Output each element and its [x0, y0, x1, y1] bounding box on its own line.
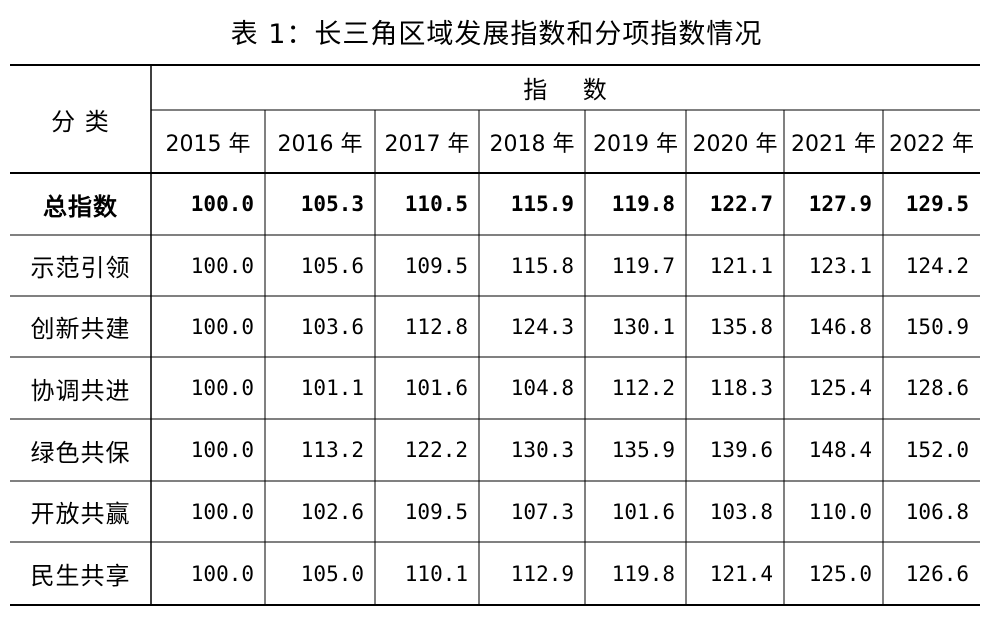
index-value-cell: 126.6 — [905, 561, 969, 586]
index-value-cell: 122.7 — [709, 192, 773, 216]
row-category-label: 开放共赢 — [30, 500, 131, 528]
index-value-cell: 122.2 — [404, 438, 468, 462]
year-header: 2015 年 — [165, 131, 251, 157]
year-header: 2019 年 — [593, 131, 678, 157]
index-value-cell: 139.6 — [709, 438, 773, 462]
row-category-label: 协调共进 — [30, 376, 131, 405]
table-title: 表 1：长三角区域发展指数和分项指数情况 — [230, 19, 763, 50]
index-value-cell: 110.1 — [404, 561, 468, 586]
index-value-cell: 121.1 — [709, 253, 773, 278]
index-value-cell: 127.9 — [808, 192, 872, 216]
row-category-label: 民生共享 — [30, 562, 131, 590]
index-value-cell: 101.1 — [300, 376, 364, 400]
index-header: 指 数 — [523, 76, 608, 104]
index-value-cell: 112.9 — [510, 561, 574, 586]
year-header: 2022 年 — [889, 131, 974, 157]
index-value-cell: 130.1 — [611, 314, 675, 339]
index-value-cell: 115.9 — [510, 192, 574, 216]
index-value-cell: 109.5 — [404, 499, 468, 524]
index-value-cell: 109.5 — [404, 253, 468, 278]
index-value-cell: 112.8 — [404, 314, 468, 339]
index-value-cell: 105.3 — [300, 192, 364, 216]
index-value-cell: 100.0 — [190, 438, 254, 462]
index-value-cell: 129.5 — [905, 192, 969, 216]
index-value-cell: 107.3 — [510, 499, 574, 524]
index-value-cell: 152.0 — [905, 438, 969, 462]
row-category-label: 绿色共保 — [30, 438, 131, 467]
row-category-label: 创新共建 — [30, 315, 131, 343]
index-value-cell: 123.1 — [808, 253, 872, 278]
index-value-cell: 103.8 — [709, 499, 773, 524]
year-header: 2018 年 — [489, 131, 575, 157]
index-value-cell: 101.6 — [611, 499, 675, 524]
index-value-cell: 105.6 — [300, 253, 364, 278]
index-value-cell: 100.0 — [190, 253, 254, 278]
index-value-cell: 150.9 — [905, 314, 969, 339]
index-value-cell: 135.8 — [709, 314, 773, 339]
index-value-cell: 130.3 — [510, 438, 574, 462]
category-header: 分 类 — [51, 107, 110, 136]
index-value-cell: 115.8 — [510, 253, 574, 278]
year-header: 2020 年 — [692, 131, 778, 157]
index-value-cell: 113.2 — [300, 438, 364, 462]
index-value-cell: 103.6 — [300, 314, 364, 339]
index-value-cell: 121.4 — [709, 561, 773, 586]
index-value-cell: 104.8 — [510, 376, 574, 400]
index-value-cell: 148.4 — [808, 438, 872, 462]
index-value-cell: 119.7 — [611, 253, 675, 278]
index-value-cell: 128.6 — [905, 376, 969, 400]
index-value-cell: 101.6 — [404, 376, 468, 400]
index-value-cell: 124.3 — [510, 314, 574, 339]
index-value-cell: 119.8 — [611, 561, 675, 586]
index-value-cell: 110.5 — [404, 192, 468, 216]
row-category-label: 示范引领 — [30, 254, 131, 282]
index-value-cell: 100.0 — [190, 192, 254, 216]
index-value-cell: 106.8 — [905, 499, 969, 524]
index-value-cell: 100.0 — [190, 499, 254, 524]
index-value-cell: 100.0 — [190, 561, 254, 586]
index-value-cell: 100.0 — [190, 376, 254, 400]
index-value-cell: 146.8 — [808, 314, 872, 339]
year-header: 2016 年 — [277, 131, 363, 157]
year-header: 2021 年 — [791, 131, 876, 157]
index-value-cell: 118.3 — [709, 376, 773, 400]
index-value-cell: 100.0 — [190, 314, 254, 339]
index-value-cell: 112.2 — [611, 376, 675, 400]
index-value-cell: 105.0 — [300, 561, 364, 586]
index-value-cell: 135.9 — [611, 438, 675, 462]
index-value-cell: 119.8 — [611, 192, 675, 216]
index-value-cell: 102.6 — [300, 499, 364, 524]
index-value-cell: 124.2 — [905, 253, 969, 278]
index-value-cell: 125.0 — [808, 561, 872, 586]
row-category-label: 总指数 — [43, 192, 118, 221]
index-value-cell: 125.4 — [808, 376, 872, 400]
index-value-cell: 110.0 — [808, 499, 872, 524]
year-header: 2017 年 — [384, 131, 470, 157]
